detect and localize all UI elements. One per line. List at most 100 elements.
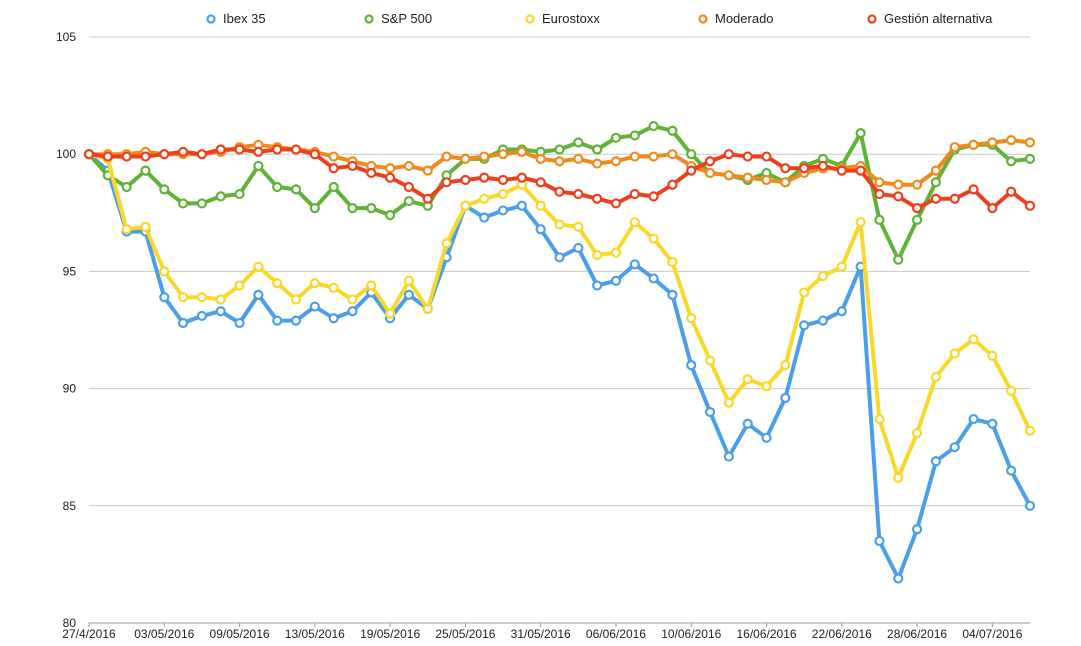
data-point xyxy=(930,177,942,188)
data-point xyxy=(497,149,509,160)
data-point xyxy=(215,144,226,155)
data-point xyxy=(460,153,471,164)
data-point xyxy=(535,153,546,164)
data-point xyxy=(686,165,697,176)
data-point xyxy=(667,149,678,160)
data-point xyxy=(629,130,640,141)
data-point xyxy=(592,249,603,261)
data-point xyxy=(460,174,471,186)
data-point xyxy=(516,200,527,211)
data-point xyxy=(836,165,847,176)
data-point xyxy=(309,278,320,289)
data-point xyxy=(516,146,527,157)
data-point xyxy=(309,149,320,160)
data-point xyxy=(290,294,302,305)
data-point xyxy=(178,317,189,329)
legend: Ibex 35 S&P 500 Eurostoxx Moderado Gestión a… xyxy=(206,11,993,26)
data-point xyxy=(121,224,132,235)
data-point xyxy=(723,397,734,408)
data-point xyxy=(328,151,339,162)
x-tick-label: 09/05/2016 xyxy=(210,627,270,641)
data-point xyxy=(234,144,245,155)
y-tick-label: 100 xyxy=(56,147,76,161)
data-point xyxy=(403,289,415,300)
data-point xyxy=(629,151,640,162)
data-point xyxy=(911,428,923,439)
data-point xyxy=(874,535,885,547)
data-point xyxy=(855,128,866,139)
data-point xyxy=(893,191,904,202)
data-point xyxy=(949,442,960,453)
data-point xyxy=(1024,137,1036,148)
data-point xyxy=(780,163,791,174)
data-point xyxy=(1006,156,1017,167)
data-point xyxy=(761,151,772,162)
data-point xyxy=(196,149,208,160)
data-point xyxy=(196,310,208,322)
legend-label: Ibex 35 xyxy=(223,11,266,26)
data-point xyxy=(704,167,716,179)
data-point xyxy=(874,413,885,425)
x-tick-label: 28/06/2016 xyxy=(887,627,947,641)
data-point xyxy=(893,573,904,584)
data-point xyxy=(234,317,245,329)
x-tick-label: 13/05/2016 xyxy=(285,627,345,641)
data-point xyxy=(309,203,320,214)
data-point xyxy=(893,179,904,190)
legend-label: Gestión alternativa xyxy=(884,11,993,26)
data-point xyxy=(949,193,960,204)
data-point xyxy=(949,142,960,153)
data-point xyxy=(686,313,697,324)
data-point xyxy=(911,179,923,190)
data-point xyxy=(497,188,509,200)
data-point xyxy=(573,137,584,148)
x-tick-label: 10/06/2016 xyxy=(661,627,721,641)
data-point xyxy=(742,374,753,385)
y-tick-label: 80 xyxy=(63,616,77,630)
x-axis: 27/4/2016 03/05/2016 09/05/2016 13/05/2016 1… xyxy=(62,623,1023,641)
data-point xyxy=(592,158,603,169)
data-point xyxy=(366,280,377,291)
data-point xyxy=(403,195,415,207)
data-point xyxy=(479,212,490,223)
data-point xyxy=(102,151,113,162)
data-point xyxy=(290,144,302,155)
x-tick-label: 25/05/2016 xyxy=(435,627,495,641)
data-point xyxy=(761,174,772,186)
data-point xyxy=(516,172,527,183)
data-point xyxy=(1006,135,1017,146)
data-point xyxy=(121,151,132,162)
y-tick-label: 95 xyxy=(63,264,77,278)
data-point xyxy=(742,418,753,429)
y-axis: 80 85 90 95 100 105 xyxy=(56,30,76,630)
data-point xyxy=(196,198,208,209)
legend-item-eurostoxx: Eurostoxx xyxy=(525,11,600,26)
legend-marker xyxy=(206,14,216,24)
x-tick-label: 03/05/2016 xyxy=(134,627,194,641)
data-point xyxy=(874,214,885,225)
data-point xyxy=(1006,186,1017,197)
data-point xyxy=(140,165,151,176)
data-point xyxy=(347,203,358,214)
data-point xyxy=(836,261,847,272)
x-tick-label: 16/06/2016 xyxy=(736,627,796,641)
legend-item-s-p-500: S&P 500 xyxy=(364,11,432,26)
data-point xyxy=(535,224,546,235)
data-point xyxy=(328,163,339,174)
data-point xyxy=(855,165,866,176)
data-point xyxy=(723,149,734,160)
data-point xyxy=(930,456,942,467)
data-point xyxy=(968,184,979,195)
data-point xyxy=(761,432,772,443)
data-point xyxy=(178,292,189,303)
data-point xyxy=(290,184,302,195)
data-point xyxy=(893,254,904,265)
x-tick-label: 04/07/2016 xyxy=(962,627,1022,641)
data-point xyxy=(554,156,565,167)
x-tick-label: 27/4/2016 xyxy=(62,627,116,641)
series-line-ibex-35 xyxy=(87,152,1032,581)
data-point xyxy=(723,170,734,181)
data-point xyxy=(140,221,151,232)
data-point xyxy=(479,193,490,204)
data-point xyxy=(234,280,245,291)
